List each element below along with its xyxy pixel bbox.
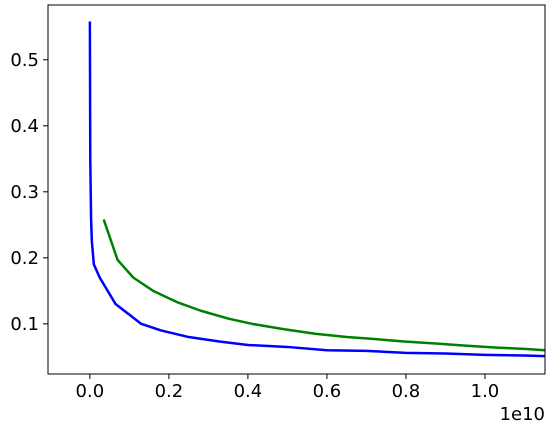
x-tick-label: 0.0 [76,381,105,402]
plot-lines [88,21,545,358]
y-tick-label: 0.1 [10,314,39,335]
series-line [88,21,545,358]
y-tick-label: 0.2 [10,248,39,269]
y-tick-label: 0.4 [10,116,39,137]
x-offset-label: 1e10 [500,404,545,425]
x-tick-label: 0.2 [155,381,184,402]
y-tick-label: 0.3 [10,182,39,203]
series-line [102,219,545,352]
plot-frame [47,4,546,375]
x-tick-label: 1.0 [471,381,500,402]
y-tick-label: 0.5 [10,50,39,71]
x-tick-label: 0.8 [392,381,421,402]
x-tick-label: 0.4 [234,381,263,402]
x-tick-label: 0.6 [313,381,342,402]
